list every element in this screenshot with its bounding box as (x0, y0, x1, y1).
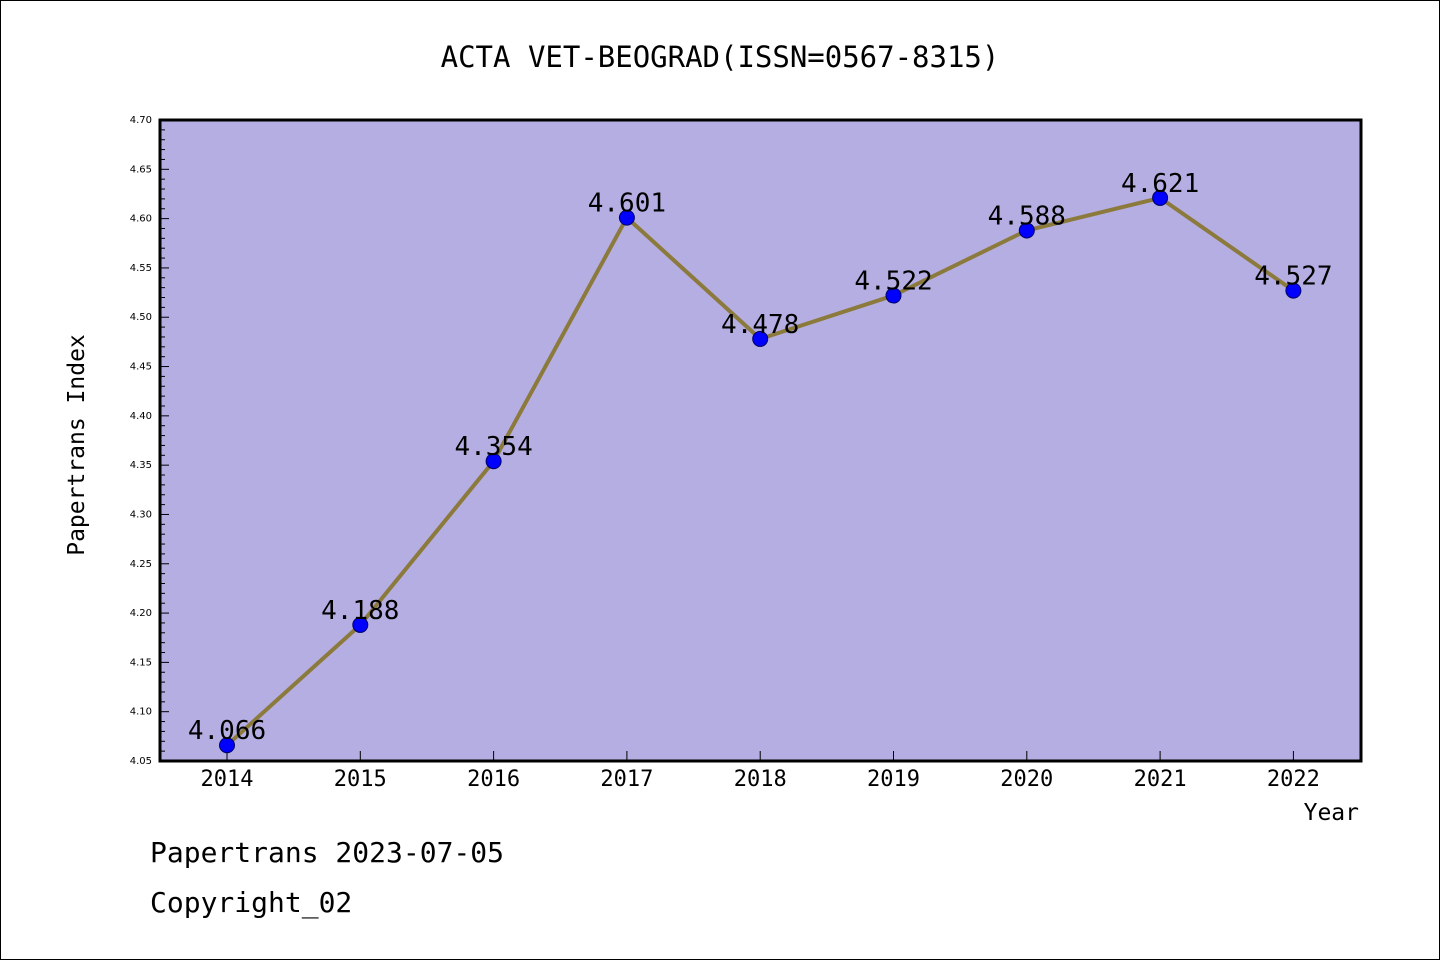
y-tick-label: 4.40 (130, 411, 152, 422)
y-axis-title: Papertrans Index (64, 334, 90, 556)
y-tick-label: 4.70 (130, 115, 152, 126)
data-point-marker (618, 209, 635, 226)
data-label: 4.522 (854, 267, 932, 297)
y-tick-label: 4.30 (130, 509, 152, 520)
x-tick-label: 2015 (334, 767, 387, 792)
data-point-marker (1018, 222, 1035, 239)
x-tick-label: 2016 (467, 767, 520, 792)
x-tick-label: 2021 (1134, 767, 1187, 792)
y-tick-label: 4.60 (130, 214, 152, 225)
y-tick-label: 4.45 (130, 362, 152, 373)
data-label: 4.188 (321, 596, 399, 626)
data-label: 4.621 (1121, 169, 1199, 199)
series-layer (219, 189, 1302, 754)
data-point-marker (885, 287, 902, 304)
x-tick-label: 2018 (734, 767, 787, 792)
data-point-marker (752, 330, 769, 347)
footer-source: Papertrans 2023-07-05 (150, 836, 505, 869)
x-tick-label: 2017 (600, 767, 653, 792)
data-point-marker (219, 737, 235, 754)
x-tick-label: 2022 (1267, 767, 1320, 792)
footer-copyright: Copyright_02 (150, 886, 353, 919)
y-tick-label: 4.05 (130, 756, 152, 767)
data-point-marker (352, 616, 369, 633)
x-tick-label: 2020 (1000, 767, 1053, 792)
data-label: 4.478 (721, 310, 799, 340)
y-tick-label: 4.50 (130, 312, 152, 323)
x-axis-ticks: 2014 2015 2016 2017 2018 2019 2020 2021 2022 (201, 751, 1320, 792)
y-tick-label: 4.25 (130, 559, 152, 570)
data-point-marker (1285, 282, 1302, 299)
y-axis-ticks: 4.05 4.10 4.15 4.20 4.25 4.30 4.35 4.40 4.45 4.50… (130, 115, 169, 767)
data-label: 4.527 (1254, 262, 1332, 292)
x-tick-label: 2019 (867, 767, 920, 792)
data-label: 4.588 (988, 201, 1066, 231)
data-point-marker (1152, 189, 1169, 206)
x-tick-label: 2014 (201, 767, 254, 792)
chart-title: ACTA VET-BEOGRAD(ISSN=0567-8315) (441, 40, 1000, 74)
y-tick-label: 4.55 (130, 263, 152, 274)
y-tick-label: 4.15 (130, 657, 152, 668)
y-tick-label: 4.10 (130, 707, 152, 718)
y-tick-label: 4.35 (130, 460, 152, 471)
x-axis-title: Year (1304, 800, 1359, 826)
plot-area (158, 118, 1363, 763)
data-label: 4.601 (588, 189, 666, 219)
data-label: 4.066 (188, 716, 266, 746)
y-tick-label: 4.65 (130, 164, 152, 175)
y-tick-label: 4.20 (130, 608, 152, 619)
data-point-marker (485, 453, 502, 470)
data-label: 4.354 (454, 432, 532, 462)
data-label-layer: 4.066 4.188 4.354 4.601 4.478 4.522 4.588 4.621… (188, 169, 1333, 746)
